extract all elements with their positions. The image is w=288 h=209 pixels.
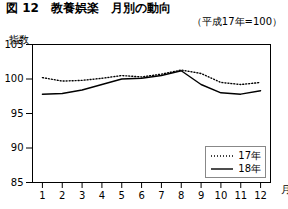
svg-text:11: 11 (234, 190, 247, 201)
svg-text:指数: 指数 (8, 34, 29, 45)
html-text:18年: 18年 (238, 163, 261, 174)
svg-text:2: 2 (59, 190, 65, 201)
svg-text:12: 12 (254, 190, 267, 201)
svg-text:9: 9 (198, 190, 204, 201)
svg-text:3: 3 (79, 190, 85, 201)
svg-text:7: 7 (158, 190, 164, 201)
svg-text:8: 8 (178, 190, 184, 201)
svg-text:90: 90 (11, 142, 24, 153)
html-text:図 12 教養娯楽 月別の動向: 図 12 教養娯楽 月別の動向 (6, 1, 171, 15)
svg-text:100: 100 (4, 73, 23, 84)
html-text:17年: 17年 (238, 150, 261, 161)
svg-text:月: 月 (281, 184, 288, 195)
svg-text:1: 1 (39, 190, 45, 201)
svg-text:4: 4 (99, 190, 105, 201)
svg-text:5: 5 (119, 190, 125, 201)
svg-text:10: 10 (215, 190, 228, 201)
svg-text:6: 6 (138, 190, 144, 201)
html-text:（平成17年=100）: （平成17年=100） (191, 16, 282, 27)
svg-text:85: 85 (11, 177, 24, 188)
svg-text:95: 95 (11, 108, 24, 119)
